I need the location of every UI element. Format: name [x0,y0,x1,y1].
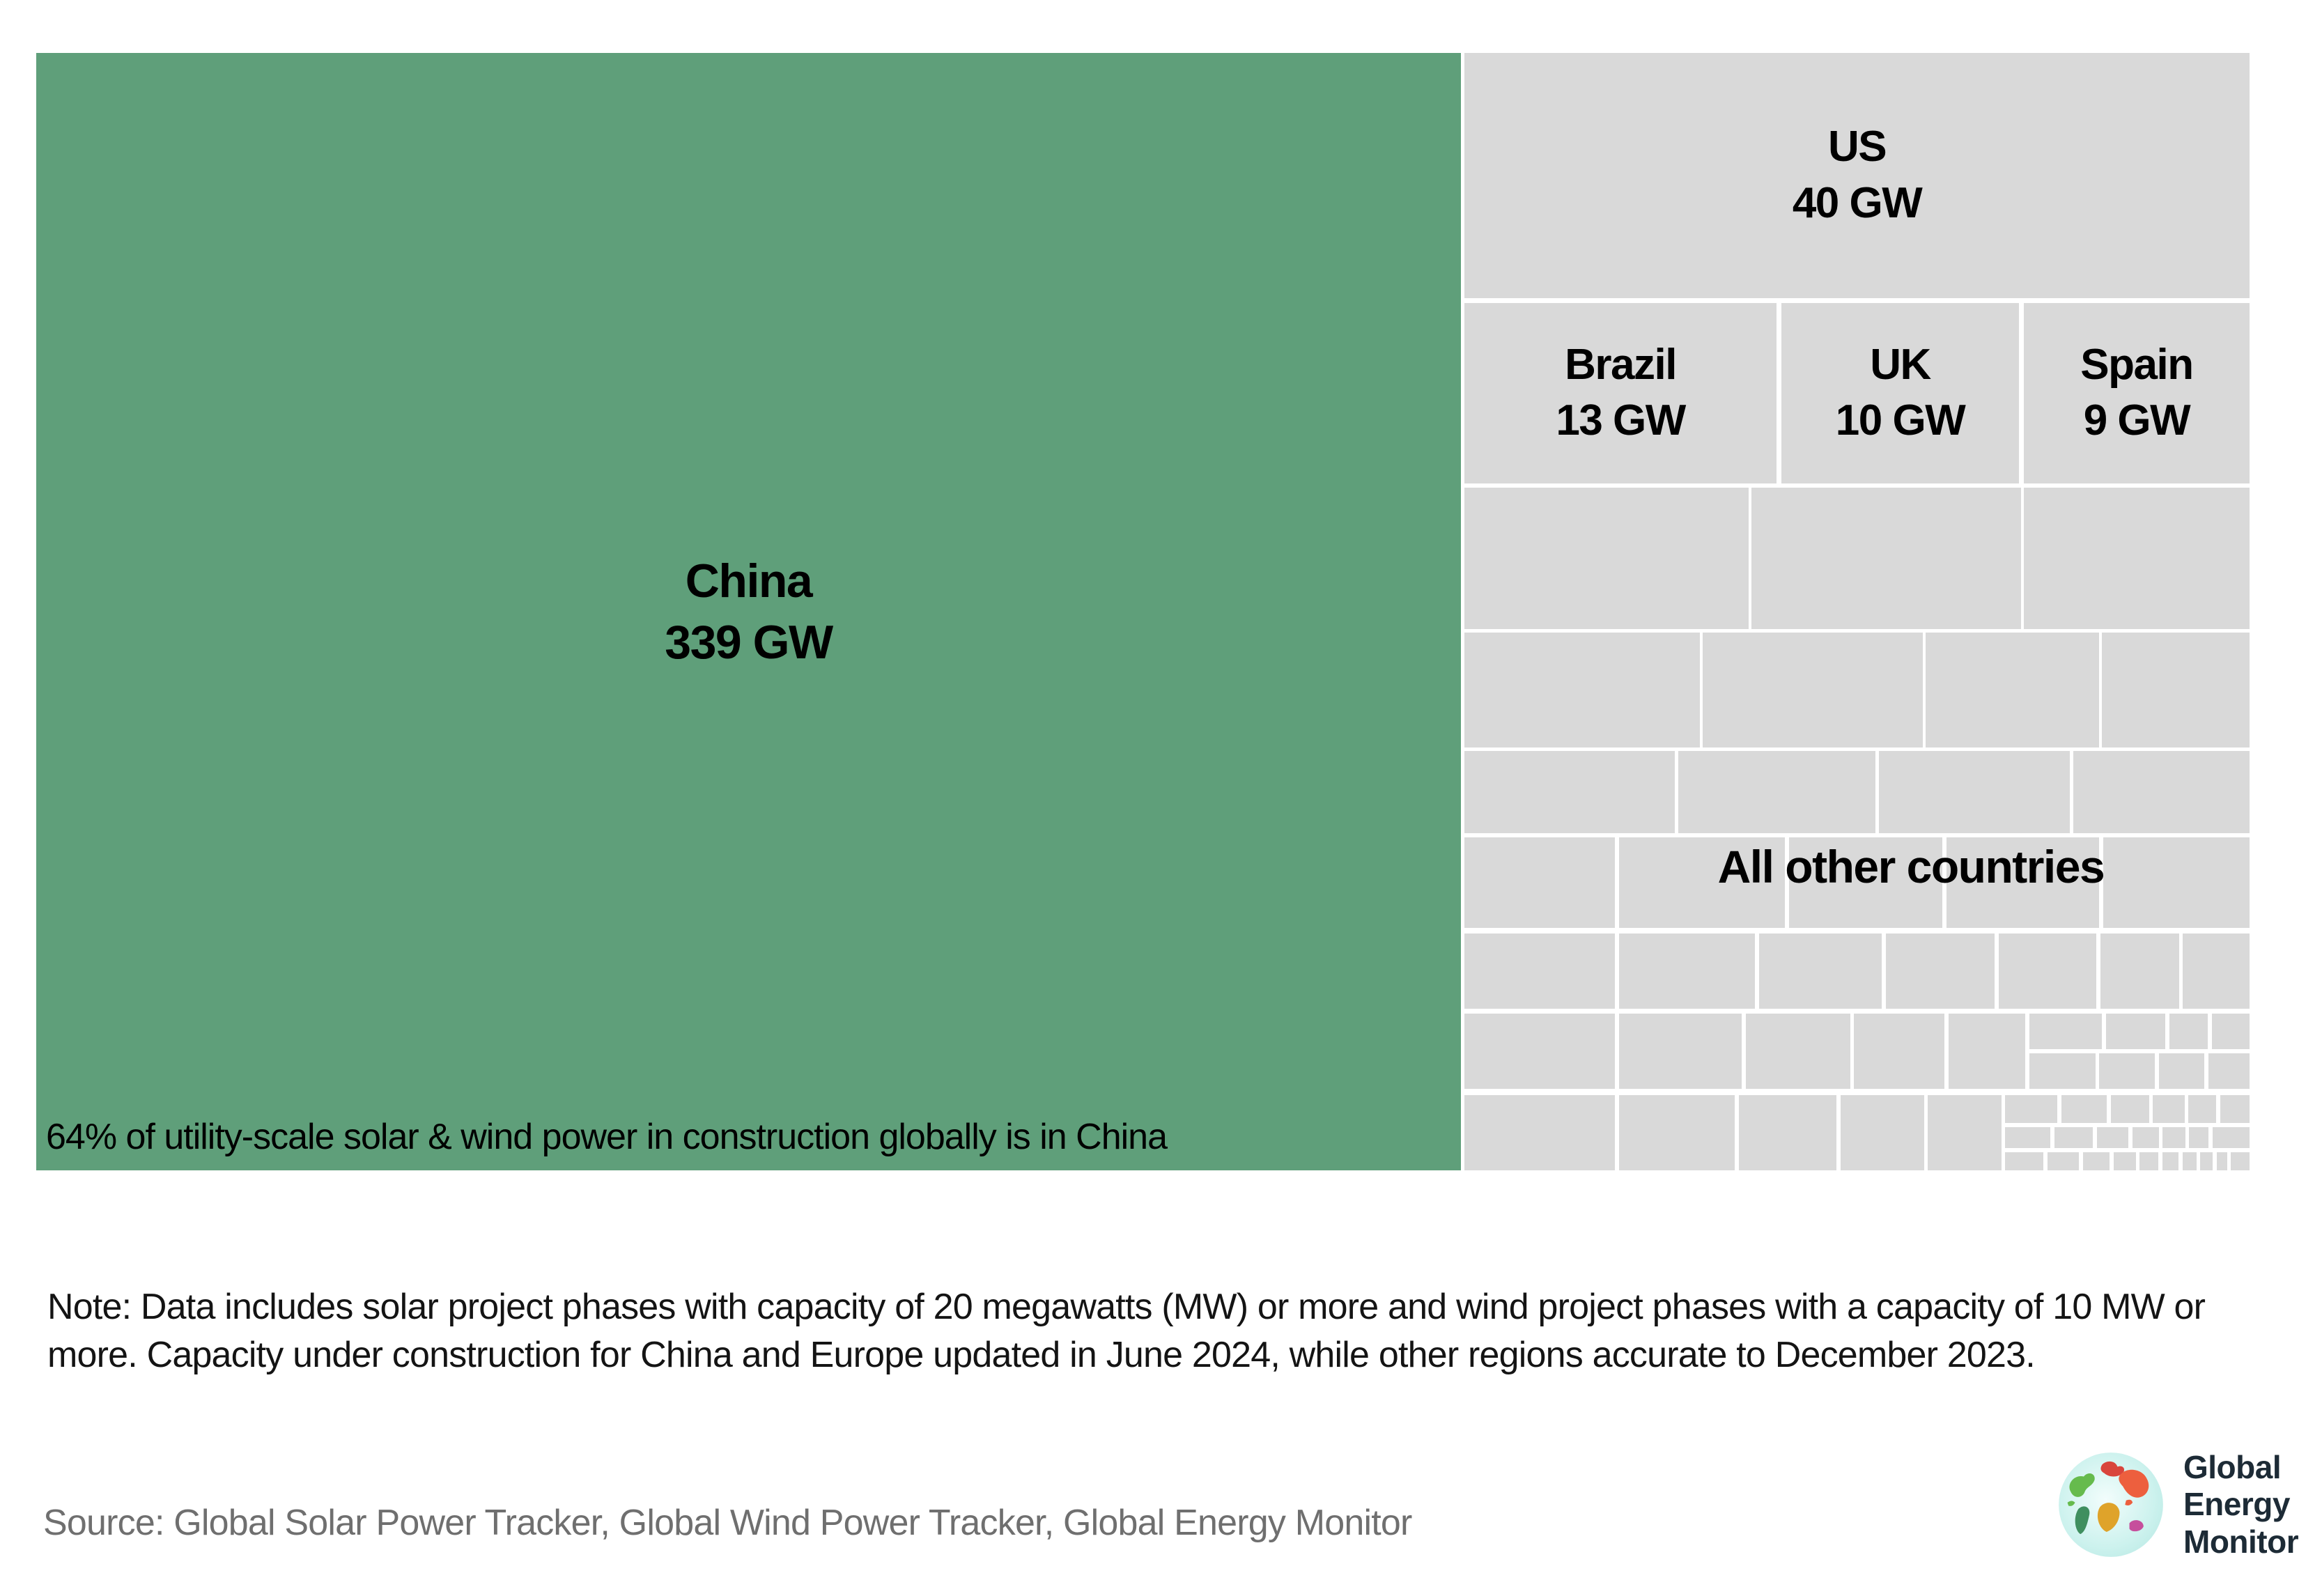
treemap-box-other [2220,1095,2250,1123]
treemap-box-other [2103,837,2250,928]
treemap-box-brazil: Brazil 13 GW [1464,302,1777,483]
treemap-box-other [1464,487,1749,630]
treemap-box-other [1928,1095,2002,1170]
brazil-name: Brazil [1565,340,1677,389]
treemap-box-other [1702,632,1924,748]
treemap-box-other [1464,933,1616,1009]
treemap-box-other [1854,1013,1945,1089]
treemap-box-other [2054,1126,2093,1148]
china-share-annotation: 64% of utility-scale solar & wind power … [46,1117,1168,1157]
treemap-box-other [2183,933,2250,1009]
treemap-box-other [2005,1152,2044,1170]
treemap-box-other [1678,751,1876,834]
treemap-box-other [2073,751,2250,834]
treemap-box-other [2169,1013,2208,1049]
spain-value: 9 GW [2083,396,2191,445]
treemap-box-other [1464,1095,1616,1170]
gem-logo: Global Energy Monitor [2057,1449,2299,1560]
treemap-box-other [2113,1152,2136,1170]
treemap-box-other [1618,1095,1735,1170]
treemap-box-other [2061,1095,2107,1123]
treemap-box-other [2211,1013,2250,1049]
treemap-box-other [1618,933,1755,1009]
treemap-box-other [1464,837,1616,928]
treemap-box-other [2005,1126,2051,1148]
gem-logo-text: Global Energy Monitor [2183,1449,2299,1560]
treemap-box-uk: UK 10 GW [1781,302,2019,483]
treemap-box-spain: Spain 9 GW [2023,302,2250,483]
source-text: Source: Global Solar Power Tracker, Glob… [43,1503,1412,1543]
treemap-box-other [2132,1126,2159,1148]
treemap-chart: China 339 GW 64% of utility-scale solar … [36,53,2250,1170]
treemap-box-other [2153,1095,2185,1123]
treemap-box-china: China 339 GW 64% of utility-scale solar … [36,53,1462,1170]
treemap-box-us: US 40 GW [1464,53,2250,299]
treemap-box-other [2096,1126,2128,1148]
spain-name: Spain [2080,340,2194,389]
uk-name: UK [1870,340,1931,389]
treemap-box-other [2106,1013,2166,1049]
treemap-box-other [1946,837,2099,928]
uk-value: 10 GW [1835,396,1966,445]
treemap-box-other [2189,1126,2209,1148]
treemap-box-other [2208,1053,2250,1089]
treemap-box-other [1464,632,1701,748]
treemap-box-other [2159,1053,2205,1089]
treemap-box-other [2029,1053,2096,1089]
treemap-box-other [1840,1095,1924,1170]
us-name: US [1827,123,1887,171]
treemap-box-other [1878,751,2070,834]
treemap-box-other [1618,1013,1742,1089]
treemap-box-other [2182,1152,2197,1170]
china-label: China 339 GW [665,550,833,674]
treemap-box-other [2162,1152,2178,1170]
gem-logo-line3: Monitor [2183,1523,2299,1560]
treemap-box-other [2029,1013,2103,1049]
treemap-box-other [2188,1095,2217,1123]
treemap-box-other [2102,632,2250,748]
brazil-label: Brazil 13 GW [1556,337,1686,449]
note-text: Note: Data includes solar project phases… [47,1287,2206,1376]
us-value: 40 GW [1792,179,1923,228]
globe-icon [2059,1452,2163,1557]
treemap-box-other [1745,1013,1850,1089]
uk-label: UK 10 GW [1835,337,1966,449]
treemap-box-other [2110,1095,2149,1123]
treemap-box-other [1758,933,1882,1009]
treemap-box-other [1948,1013,2025,1089]
gem-logo-line2: Energy [2183,1486,2290,1523]
treemap-box-other [2200,1152,2213,1170]
treemap-box-other [1464,1013,1616,1089]
treemap-box-other [2047,1152,2080,1170]
treemap-box-other [1738,1095,1836,1170]
treemap-box-other [2005,1095,2058,1123]
treemap-box-other [2231,1152,2250,1170]
brazil-value: 13 GW [1556,396,1686,445]
treemap-box-other [2082,1152,2110,1170]
us-label: US 40 GW [1792,119,1923,231]
china-name: China [685,554,813,607]
treemap-box-other [1925,632,2099,748]
treemap-box-other [1886,933,1995,1009]
treemap-box-other [2099,1053,2155,1089]
china-value: 339 GW [665,616,833,669]
treemap-box-other [1464,751,1675,834]
treemap-box-other [1751,487,2021,630]
treemap-box-other [1998,933,2096,1009]
all-other-countries-label: All other countries [1717,840,2105,892]
treemap-box-other [2162,1126,2185,1148]
treemap-box-other [2023,487,2250,630]
treemap-box-other [2212,1126,2250,1148]
treemap-box-other [2139,1152,2159,1170]
spain-label: Spain 9 GW [2080,337,2194,449]
treemap-box-other [2100,933,2179,1009]
treemap-box-other [1618,837,1785,928]
gem-logo-line1: Global [2183,1449,2282,1485]
treemap-box-other [1788,837,1942,928]
treemap-box-other [2216,1152,2227,1170]
